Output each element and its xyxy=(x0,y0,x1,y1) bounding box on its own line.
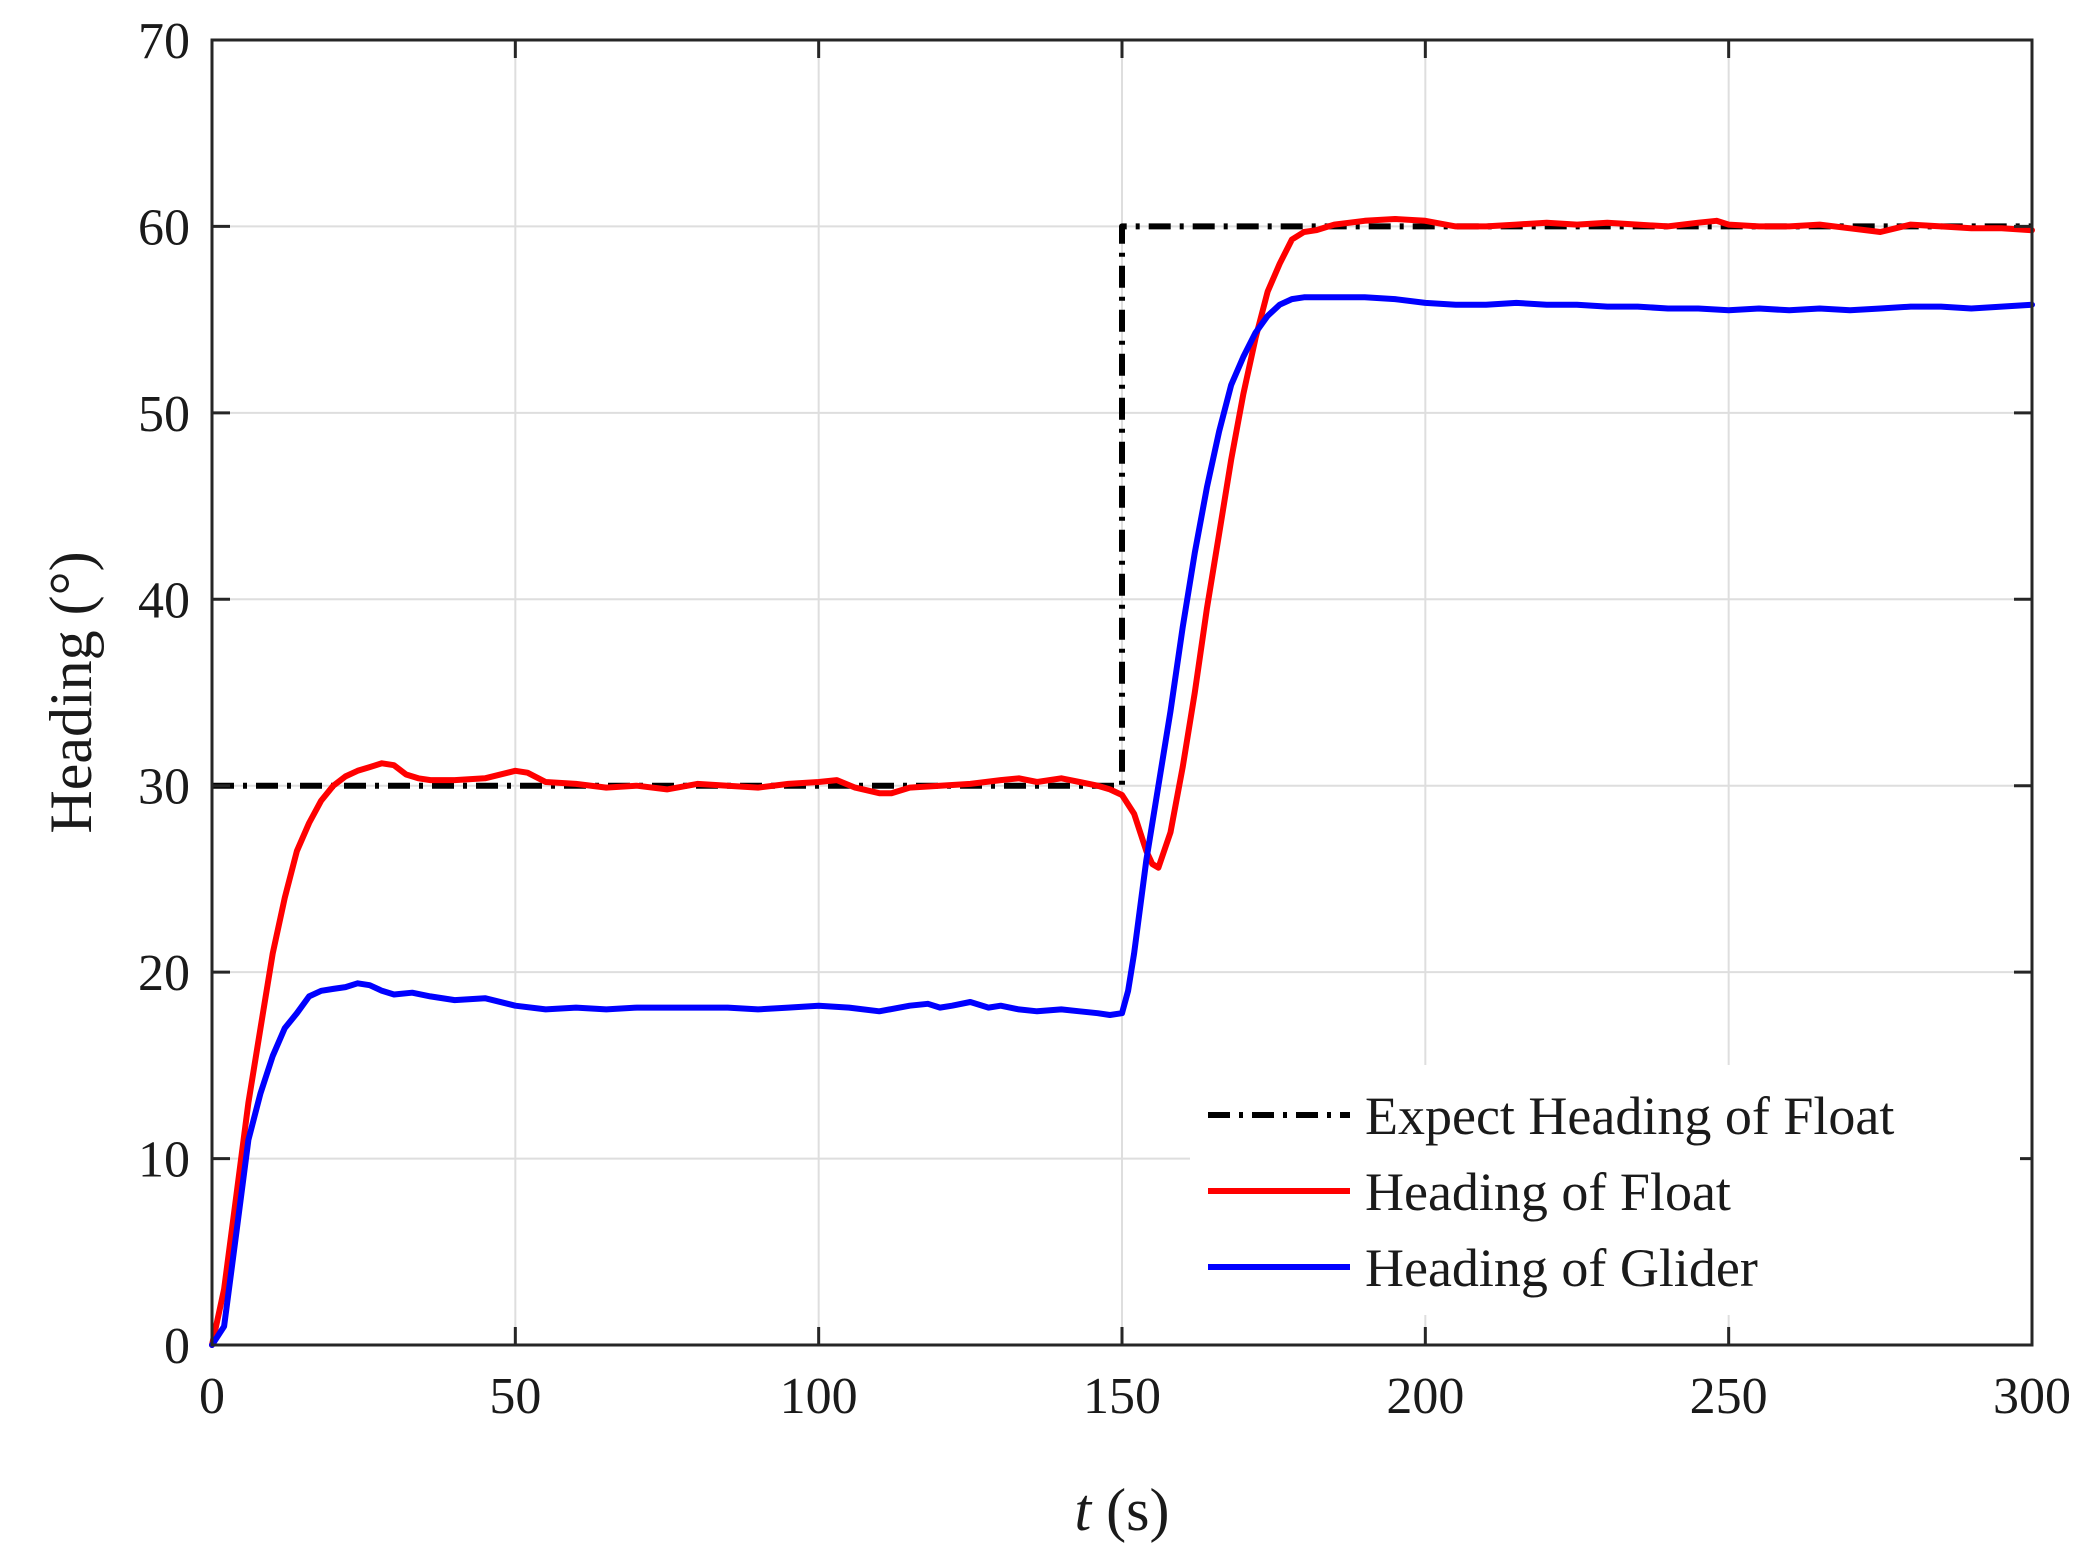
series-layer xyxy=(209,216,2035,1348)
legend-label-heading-of-float: Heading of Float xyxy=(1365,1162,1731,1222)
y-tick-label: 30 xyxy=(138,759,190,816)
legend-label-expect-heading-of-float: Expect Heading of Float xyxy=(1365,1086,1894,1146)
y-axis-title: Heading (°) xyxy=(38,551,104,833)
ticks xyxy=(210,38,2034,1347)
y-tick-label: 10 xyxy=(138,1132,190,1189)
x-tick-label: 0 xyxy=(199,1368,225,1425)
tick-labels: 0 50 100 150 200 250 300 0 10 20 30 40 50 60 70 xyxy=(138,13,2071,1425)
legend: Expect Heading of Float Heading of Float H… xyxy=(1190,1065,2020,1315)
y-tick-label: 60 xyxy=(138,199,190,256)
x-tick-label: 50 xyxy=(489,1368,541,1425)
legend-label-heading-of-glider: Heading of Glider xyxy=(1365,1238,1758,1298)
y-tick-label: 70 xyxy=(138,13,190,70)
x-tick-label: 250 xyxy=(1690,1368,1768,1425)
x-tick-label: 300 xyxy=(1993,1368,2071,1425)
x-axis-title-unit: (s) xyxy=(1091,1477,1169,1543)
x-axis-title: t (s) xyxy=(1075,1477,1170,1543)
y-tick-label: 50 xyxy=(138,386,190,443)
series-line-heading-of-float xyxy=(209,216,2035,1348)
x-axis-title-variable: t xyxy=(1075,1477,1093,1543)
y-tick-label: 40 xyxy=(138,572,190,629)
x-tick-label: 200 xyxy=(1386,1368,1464,1425)
x-tick-label: 150 xyxy=(1083,1368,1161,1425)
y-tick-label: 20 xyxy=(138,945,190,1002)
x-tick-label: 100 xyxy=(780,1368,858,1425)
series-line-heading-of-glider xyxy=(209,294,2035,1348)
y-tick-label: 0 xyxy=(164,1318,190,1375)
